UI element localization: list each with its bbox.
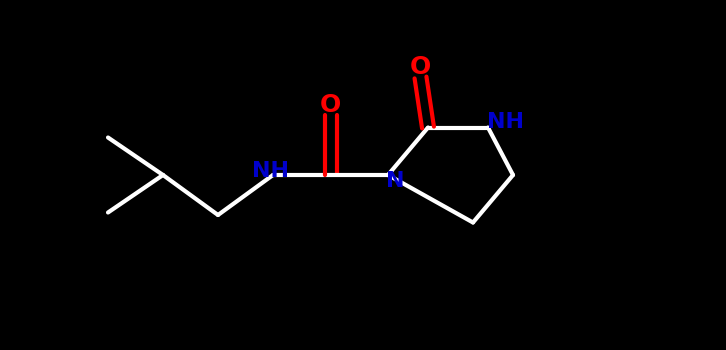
- Text: O: O: [320, 93, 341, 117]
- Text: NH: NH: [487, 112, 524, 133]
- Text: O: O: [410, 56, 431, 79]
- Text: N: N: [386, 171, 405, 191]
- Text: NH: NH: [252, 161, 289, 181]
